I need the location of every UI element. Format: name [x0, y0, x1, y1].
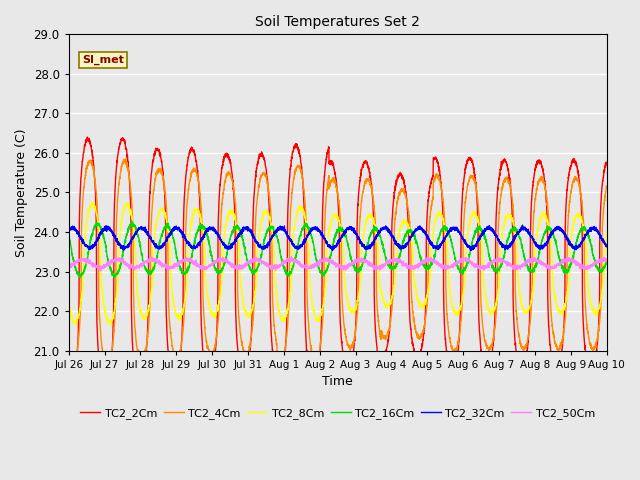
- TC2_32Cm: [180, 231, 188, 237]
- TC2_50Cm: [603, 259, 611, 264]
- TC2_50Cm: [400, 261, 408, 267]
- TC2_32Cm: [518, 222, 526, 228]
- Line: TC2_50Cm: TC2_50Cm: [68, 257, 607, 271]
- TC2_32Cm: [603, 244, 611, 250]
- TC2_32Cm: [215, 233, 223, 239]
- TC2_16Cm: [216, 269, 223, 275]
- TC2_8Cm: [106, 322, 114, 328]
- TC2_32Cm: [552, 225, 559, 231]
- TC2_2Cm: [400, 178, 408, 183]
- Y-axis label: Soil Temperature (C): Soil Temperature (C): [15, 128, 28, 257]
- TC2_32Cm: [603, 242, 611, 248]
- TC2_2Cm: [603, 160, 611, 166]
- Line: TC2_2Cm: TC2_2Cm: [68, 137, 607, 394]
- Line: TC2_16Cm: TC2_16Cm: [68, 221, 607, 277]
- TC2_2Cm: [390, 189, 398, 195]
- TC2_16Cm: [129, 218, 136, 224]
- TC2_8Cm: [400, 219, 408, 225]
- TC2_2Cm: [603, 159, 611, 165]
- TC2_2Cm: [180, 196, 188, 202]
- TC2_16Cm: [390, 264, 398, 270]
- TC2_8Cm: [180, 302, 188, 308]
- TC2_50Cm: [390, 256, 398, 262]
- TC2_2Cm: [552, 366, 559, 372]
- TC2_16Cm: [180, 271, 188, 276]
- TC2_4Cm: [68, 365, 76, 371]
- TC2_2Cm: [65, 387, 72, 393]
- TC2_2Cm: [67, 391, 74, 397]
- Text: SI_met: SI_met: [82, 55, 124, 65]
- Legend: TC2_2Cm, TC2_4Cm, TC2_8Cm, TC2_16Cm, TC2_32Cm, TC2_50Cm: TC2_2Cm, TC2_4Cm, TC2_8Cm, TC2_16Cm, TC2…: [76, 404, 600, 423]
- TC2_2Cm: [84, 134, 92, 140]
- TC2_4Cm: [122, 156, 130, 162]
- Line: TC2_4Cm: TC2_4Cm: [68, 159, 607, 368]
- TC2_16Cm: [603, 258, 611, 264]
- TC2_8Cm: [88, 200, 96, 205]
- TC2_8Cm: [603, 231, 611, 237]
- TC2_16Cm: [400, 238, 408, 244]
- TC2_16Cm: [552, 240, 559, 246]
- TC2_8Cm: [216, 300, 223, 306]
- TC2_4Cm: [400, 189, 408, 195]
- TC2_32Cm: [65, 227, 72, 233]
- TC2_4Cm: [603, 183, 611, 189]
- TC2_50Cm: [65, 264, 72, 269]
- TC2_8Cm: [390, 283, 398, 289]
- Title: Soil Temperatures Set 2: Soil Temperatures Set 2: [255, 15, 420, 29]
- TC2_32Cm: [399, 244, 407, 250]
- TC2_50Cm: [215, 257, 223, 263]
- TC2_2Cm: [216, 194, 223, 200]
- TC2_4Cm: [65, 354, 72, 360]
- TC2_50Cm: [180, 258, 188, 264]
- TC2_8Cm: [65, 298, 72, 303]
- TC2_50Cm: [552, 264, 559, 270]
- Line: TC2_32Cm: TC2_32Cm: [68, 225, 607, 251]
- TC2_32Cm: [329, 248, 337, 253]
- TC2_8Cm: [603, 229, 611, 235]
- TC2_16Cm: [603, 259, 611, 264]
- Line: TC2_8Cm: TC2_8Cm: [68, 203, 607, 325]
- TC2_4Cm: [552, 341, 559, 347]
- TC2_4Cm: [603, 185, 611, 191]
- TC2_4Cm: [216, 302, 223, 308]
- TC2_16Cm: [76, 275, 84, 280]
- TC2_4Cm: [180, 310, 188, 315]
- X-axis label: Time: Time: [323, 375, 353, 388]
- TC2_4Cm: [390, 228, 398, 234]
- TC2_8Cm: [552, 297, 559, 302]
- TC2_50Cm: [603, 256, 611, 262]
- TC2_50Cm: [287, 254, 295, 260]
- TC2_32Cm: [390, 234, 398, 240]
- TC2_50Cm: [97, 268, 104, 274]
- TC2_16Cm: [65, 233, 72, 239]
